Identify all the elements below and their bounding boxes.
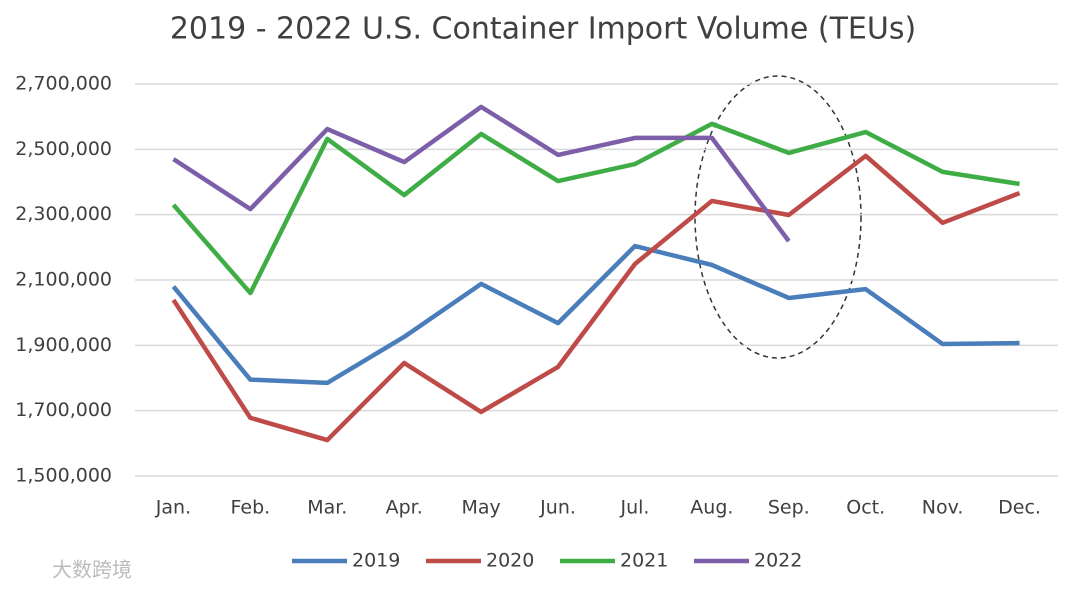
legend-label: 2020 bbox=[486, 550, 534, 572]
series-line bbox=[172, 104, 791, 243]
x-tick-label: Nov. bbox=[922, 497, 964, 519]
chart-title: 2019 - 2022 U.S. Container Import Volume… bbox=[170, 12, 916, 47]
x-tick-label: Aug. bbox=[690, 497, 733, 519]
y-tick-label: 2,100,000 bbox=[15, 269, 112, 291]
x-tick-label: Sep. bbox=[768, 497, 810, 519]
x-tick-label: Jun. bbox=[539, 497, 576, 519]
highlight-ellipse bbox=[694, 75, 862, 359]
x-tick-label: Oct. bbox=[846, 497, 885, 519]
watermark: 大数跨境 bbox=[52, 558, 132, 582]
x-tick-label: Jul. bbox=[619, 497, 649, 519]
y-tick-label: 2,700,000 bbox=[15, 73, 112, 95]
legend-label: 2019 bbox=[352, 550, 400, 572]
legend-label: 2021 bbox=[620, 550, 668, 572]
y-tick-label: 1,900,000 bbox=[15, 334, 112, 356]
series-line bbox=[171, 153, 1021, 443]
series-line bbox=[171, 243, 1020, 386]
legend-label: 2022 bbox=[754, 550, 802, 572]
y-tick-label: 1,500,000 bbox=[15, 465, 112, 487]
x-tick-label: Jan. bbox=[155, 497, 191, 519]
x-tick-label: Mar. bbox=[307, 497, 347, 519]
y-tick-label: 2,300,000 bbox=[15, 203, 112, 225]
y-tick-label: 1,700,000 bbox=[15, 399, 112, 421]
x-tick-label: Dec. bbox=[998, 497, 1041, 519]
series-line bbox=[171, 121, 1020, 296]
x-tick-label: Apr. bbox=[386, 497, 423, 519]
x-tick-label: Feb. bbox=[231, 497, 271, 519]
y-tick-label: 2,500,000 bbox=[15, 138, 112, 160]
x-tick-label: May bbox=[461, 497, 500, 519]
